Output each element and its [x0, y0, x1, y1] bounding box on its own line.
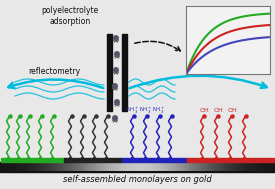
Bar [64, 158, 122, 162]
Text: OH: OH [199, 108, 209, 113]
Text: self-assembled monolayers on gold: self-assembled monolayers on gold [63, 174, 211, 184]
Circle shape [113, 84, 117, 88]
Circle shape [114, 36, 118, 40]
Bar [122, 34, 127, 111]
Text: NH$_3^+$: NH$_3^+$ [139, 105, 153, 115]
Circle shape [113, 116, 117, 120]
Text: reflectometry: reflectometry [28, 67, 80, 75]
Text: OH: OH [213, 108, 223, 113]
Text: NH$_3^+$: NH$_3^+$ [126, 105, 140, 115]
Bar [0, 162, 275, 172]
Text: NH$_3^+$: NH$_3^+$ [152, 105, 166, 115]
Text: polyelectrolyte
adsorption: polyelectrolyte adsorption [41, 6, 99, 26]
Circle shape [115, 52, 119, 56]
Text: OH: OH [228, 108, 238, 113]
Bar [107, 34, 112, 111]
Circle shape [115, 100, 119, 104]
Bar [187, 158, 274, 162]
Bar [122, 158, 187, 162]
Circle shape [114, 68, 118, 72]
Bar [1, 158, 64, 162]
